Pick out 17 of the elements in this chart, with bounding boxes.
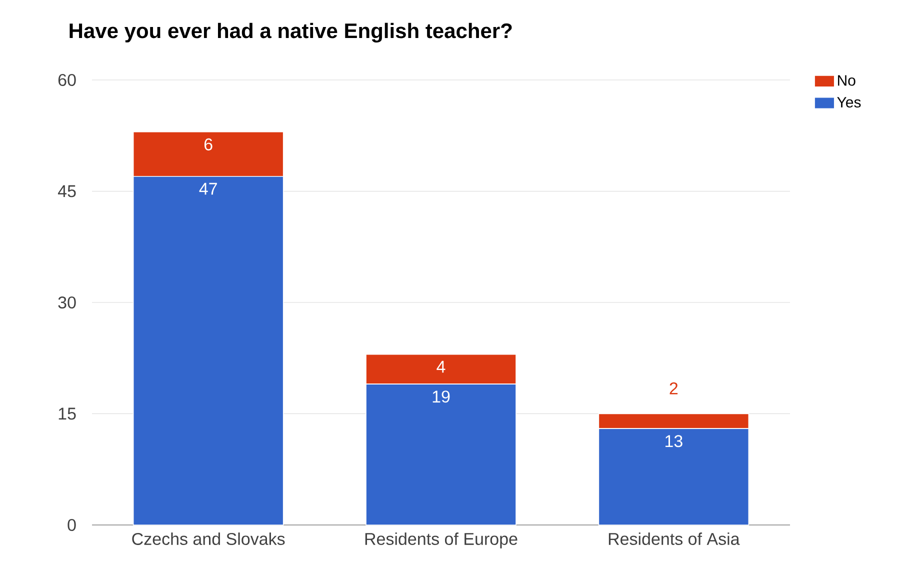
data-label: 4 [436,360,446,373]
data-label: 19 [432,390,450,403]
x-tick-label: Residents of Europe [365,532,518,548]
x-tick-label: Residents of Asia [608,532,740,545]
y-tick-label: 15 [58,408,76,420]
legend-label: Yes [837,97,861,108]
legend-label: No [838,75,856,86]
y-tick-label: 0 [68,518,76,532]
data-label: 13 [666,435,682,448]
data-label: 2 [670,382,678,394]
x-tick-label: Czechs and Slovaks [132,532,285,545]
y-tick-label: 45 [58,185,76,198]
data-label: 47 [199,182,217,195]
chart-title: Have you ever had a native English teacher? [70,22,512,42]
y-tick-label: 30 [58,296,76,309]
y-tick-label: 60 [58,74,76,86]
data-label: 6 [204,138,212,150]
